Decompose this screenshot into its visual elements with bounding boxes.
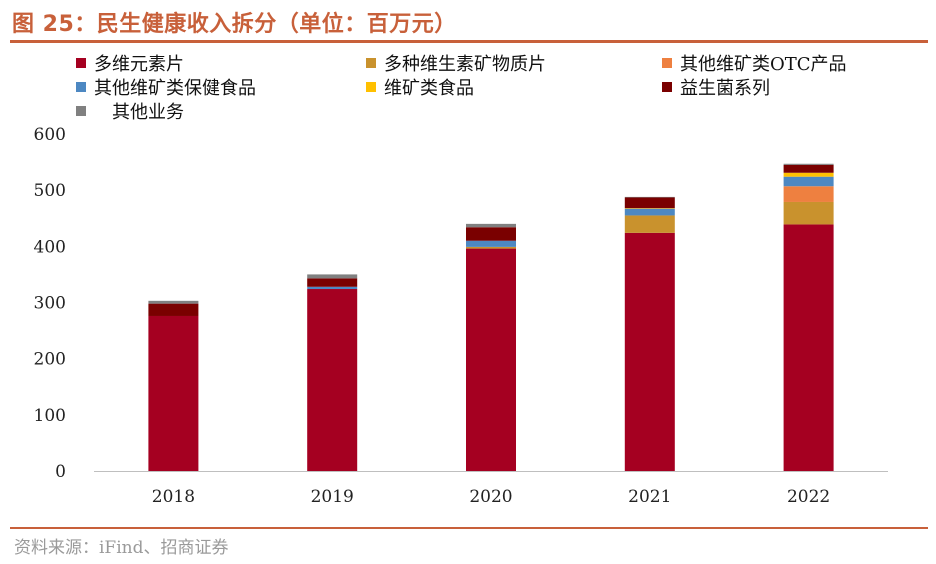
bar-segment: [783, 172, 834, 177]
stacked-bar-chart: 0 100 200 300 400 500 600 2018 2019 2020 2021 2022: [34, 125, 888, 507]
title-rule: [10, 40, 928, 43]
bar-segment: [783, 176, 834, 187]
legend-label: 其他维矿类OTC产品: [680, 54, 847, 75]
legend-item-other-business: 其他业务: [76, 98, 184, 124]
legend-item-vitamin-mineral-tablet: 多种维生素矿物质片: [366, 50, 546, 76]
bar-segment: [466, 248, 516, 471]
footer-rule: [10, 527, 928, 529]
bar-segment: [783, 163, 834, 165]
y-tick-label: 500: [34, 181, 66, 201]
legend-label: 其他维矿类保健食品: [94, 78, 256, 99]
legend-swatch: [366, 82, 376, 92]
bar-segment: [624, 196, 675, 198]
x-tick-label: 2019: [311, 487, 354, 507]
bar-segment: [466, 246, 516, 249]
legend-swatch: [76, 82, 86, 92]
y-tick-label: 300: [34, 294, 66, 314]
source-note: 资料来源：iFind、招商证券: [14, 538, 229, 558]
legend-swatch: [76, 58, 86, 68]
legend-label: 益生菌系列: [680, 78, 770, 99]
bar-segment: [783, 224, 834, 471]
bar-segment: [307, 286, 358, 290]
y-tick-label: 400: [34, 237, 66, 257]
bar-segment: [307, 289, 358, 471]
bar-segment: [783, 186, 834, 202]
bar-segment: [624, 232, 675, 471]
bar-segment: [307, 278, 358, 287]
y-tick-label: 200: [34, 350, 66, 370]
bar-segment: [783, 201, 834, 225]
legend: 多维元素片 多种维生素矿物质片 其他维矿类OTC产品 其他维矿类保健食品 维矿类…: [0, 0, 936, 130]
bar-segment: [466, 223, 516, 228]
legend-item-probiotics: 益生菌系列: [662, 74, 770, 100]
legend-item-health-food: 其他维矿类保健食品: [76, 74, 256, 100]
bar-segment: [466, 227, 516, 241]
legend-label: 多种维生素矿物质片: [384, 54, 546, 75]
bar-segment: [624, 197, 675, 209]
y-tick-label: 600: [34, 125, 66, 145]
x-tick-label: 2018: [152, 487, 195, 507]
bar-segment: [466, 240, 516, 247]
bar-segment: [148, 315, 199, 471]
y-tick-label: 100: [34, 406, 66, 426]
legend-item-multivitamin-tablet: 多维元素片: [76, 50, 184, 76]
legend-label: 其他业务: [112, 102, 184, 123]
y-tick-label: 0: [55, 462, 66, 482]
bar-segment: [624, 208, 675, 209]
bar-segment: [148, 300, 199, 304]
legend-swatch: [76, 106, 86, 116]
x-tick-label: 2020: [469, 487, 512, 507]
legend-swatch: [662, 58, 672, 68]
bar-segment: [624, 208, 675, 216]
x-tick-label: 2022: [787, 487, 830, 507]
legend-item-otc-products: 其他维矿类OTC产品: [662, 50, 847, 76]
x-tick-label: 2021: [628, 487, 671, 507]
bar-segment: [148, 303, 199, 316]
legend-item-vitamin-food: 维矿类食品: [366, 74, 474, 100]
legend-swatch: [662, 82, 672, 92]
bar-segment: [624, 215, 675, 233]
chart-title: 图 25：民生健康收入拆分（单位：百万元）: [12, 12, 457, 37]
legend-label: 维矿类食品: [384, 78, 474, 99]
legend-label: 多维元素片: [94, 54, 184, 75]
bar-segment: [307, 274, 358, 279]
legend-swatch: [366, 58, 376, 68]
bar-segment: [783, 164, 834, 173]
